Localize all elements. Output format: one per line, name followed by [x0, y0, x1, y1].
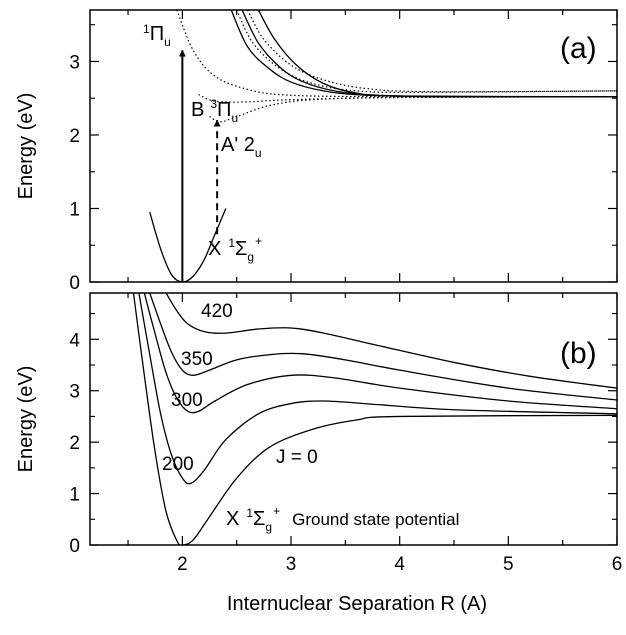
label-x-b-main: X: [226, 508, 239, 530]
panel-a-y-tick-label: 0: [69, 273, 80, 294]
x-tick-label: 4: [394, 554, 405, 575]
label-a-main: A' 2: [221, 134, 255, 156]
label-j420: 420: [201, 301, 233, 322]
label-x-a-sub: g: [247, 250, 254, 264]
panel-b-frame: [89, 292, 618, 546]
panel-a-y-tick-label: 3: [69, 52, 80, 73]
panel-b-y-tick-label: 1: [69, 485, 80, 506]
label-x-a-main: X: [208, 238, 221, 260]
label-ground-state: X 1Σg+ Ground state potential: [226, 504, 459, 534]
label-x-a-sup: 1: [228, 236, 235, 250]
label-b-state: B 3Πu: [191, 97, 238, 125]
panel-b-y-tick-label: 4: [69, 330, 80, 351]
panel-a-frame: [89, 9, 618, 283]
panel-b-series-5-solid: [165, 293, 617, 389]
label-x-a-plus: +: [255, 234, 262, 248]
label-j350: 350: [181, 349, 213, 370]
panel-a-y-axis-title: Energy (eV): [15, 93, 37, 200]
panel-b-series-2-solid: [138, 293, 617, 485]
panel-a-series-9-dotted: [247, 10, 617, 93]
label-x-state-a: X 1Σg+: [208, 234, 262, 264]
panel-a-y-tick-label: 1: [69, 199, 80, 220]
panel-b-y-axis-title: Energy (eV): [15, 366, 37, 473]
panel-b-ticks: 2 3 4 5 6 0 1 2 3 4: [69, 293, 622, 575]
label-j0: J = 0: [276, 447, 318, 468]
panel-b-tag: (b): [560, 337, 597, 370]
label-x-b-sub: g: [265, 520, 272, 534]
label-pi-u-sub: u: [164, 35, 171, 49]
panel-a-series-group: [149, 10, 617, 282]
panel-b-y-tick-label: 3: [69, 382, 80, 403]
x-tick-label: 5: [503, 554, 514, 575]
label-b-sup: 3: [210, 97, 217, 111]
panel-a-series-5-dotted: [176, 10, 617, 98]
label-j300: 300: [171, 390, 203, 411]
label-b-main: B: [191, 99, 204, 121]
x-tick-label: 2: [177, 554, 188, 575]
panel-a-ticks: 0 1 2 3: [69, 10, 618, 294]
panel-a-y-tick-label: 2: [69, 126, 80, 147]
panel-b-series-1-solid: [132, 293, 617, 545]
panel-a-series-1-solid: [149, 208, 227, 282]
panel-a-series-6-dotted: [209, 96, 617, 123]
label-x-b-plus: +: [273, 504, 280, 518]
panel-b-series-group: [132, 293, 617, 545]
x-axis-title: Internuclear Separation R (A): [227, 593, 487, 615]
label-a-sub: u: [255, 146, 262, 160]
panel-b-series-3-solid: [143, 293, 617, 414]
label-pi-u-sup: 1: [143, 22, 150, 36]
label-j200: 200: [162, 454, 194, 475]
panel-b: 2 3 4 5 6 0 1 2 3 4 (b) Energy (eV) Internuclear …: [15, 292, 622, 615]
panel-b-y-tick-label: 0: [69, 536, 80, 557]
panel-b-y-tick-label: 2: [69, 433, 80, 454]
panel-b-series-4-solid: [149, 293, 617, 401]
label-x-b-sigma: Σ: [253, 508, 265, 530]
label-b-pi: Π: [217, 99, 231, 121]
panel-a-tag: (a): [560, 32, 597, 65]
label-pi-u-main: Π: [150, 23, 164, 45]
label-a-prime-state: A' 2u: [221, 134, 262, 160]
label-ground-caption: Ground state potential: [292, 510, 459, 529]
label-b-sub: u: [231, 111, 238, 125]
panel-a-series-7-dotted: [198, 93, 617, 103]
x-tick-label: 3: [286, 554, 297, 575]
label-pi-u: 1Πu: [143, 22, 171, 49]
x-tick-label: 6: [612, 554, 623, 575]
label-x-a-sigma: Σ: [235, 238, 247, 260]
label-x-b-sup: 1: [246, 506, 253, 520]
